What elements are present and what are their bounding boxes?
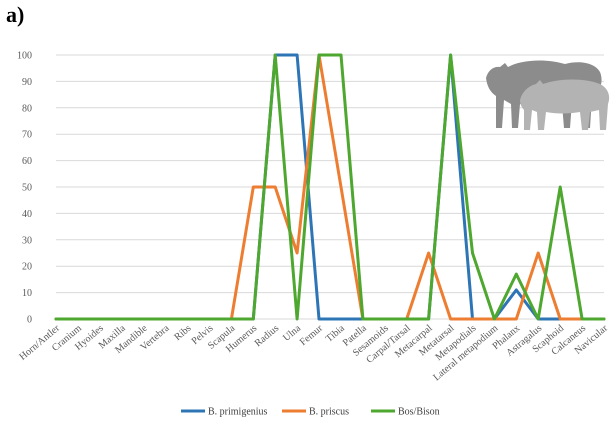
bovid-silhouettes-icon: [486, 60, 610, 130]
y-tick-label: 90: [22, 77, 32, 88]
x-tick-label: Radius: [253, 323, 281, 349]
y-tick-label: 50: [22, 183, 32, 194]
y-tick-labels: 0 10 20 30 40 50 60 70 80 90 100: [17, 51, 32, 326]
x-tick-labels: Horn/AntlerCraniumHyoidesMaxillaMandible…: [17, 322, 610, 383]
legend-label: B. primigenius: [208, 407, 268, 418]
y-tick-label: 70: [22, 130, 32, 141]
y-tick-label: 40: [22, 209, 32, 220]
legend-label: Bos/Bison: [398, 407, 440, 418]
x-tick-label: Femur: [298, 322, 326, 348]
y-tick-label: 30: [22, 235, 32, 246]
panel-label: a): [6, 2, 25, 27]
legend: B. primigenius B. priscus Bos/Bison: [181, 407, 440, 418]
y-tick-label: 60: [22, 156, 32, 167]
series-lines: [54, 53, 606, 321]
y-tick-label: 80: [22, 103, 32, 114]
y-tick-label: 100: [17, 51, 32, 62]
legend-label: B. priscus: [309, 407, 349, 418]
series-line-bos-bison: [54, 53, 606, 321]
y-tick-label: 20: [22, 262, 32, 273]
y-tick-label: 10: [22, 288, 32, 299]
y-tick-label: 0: [27, 315, 32, 326]
